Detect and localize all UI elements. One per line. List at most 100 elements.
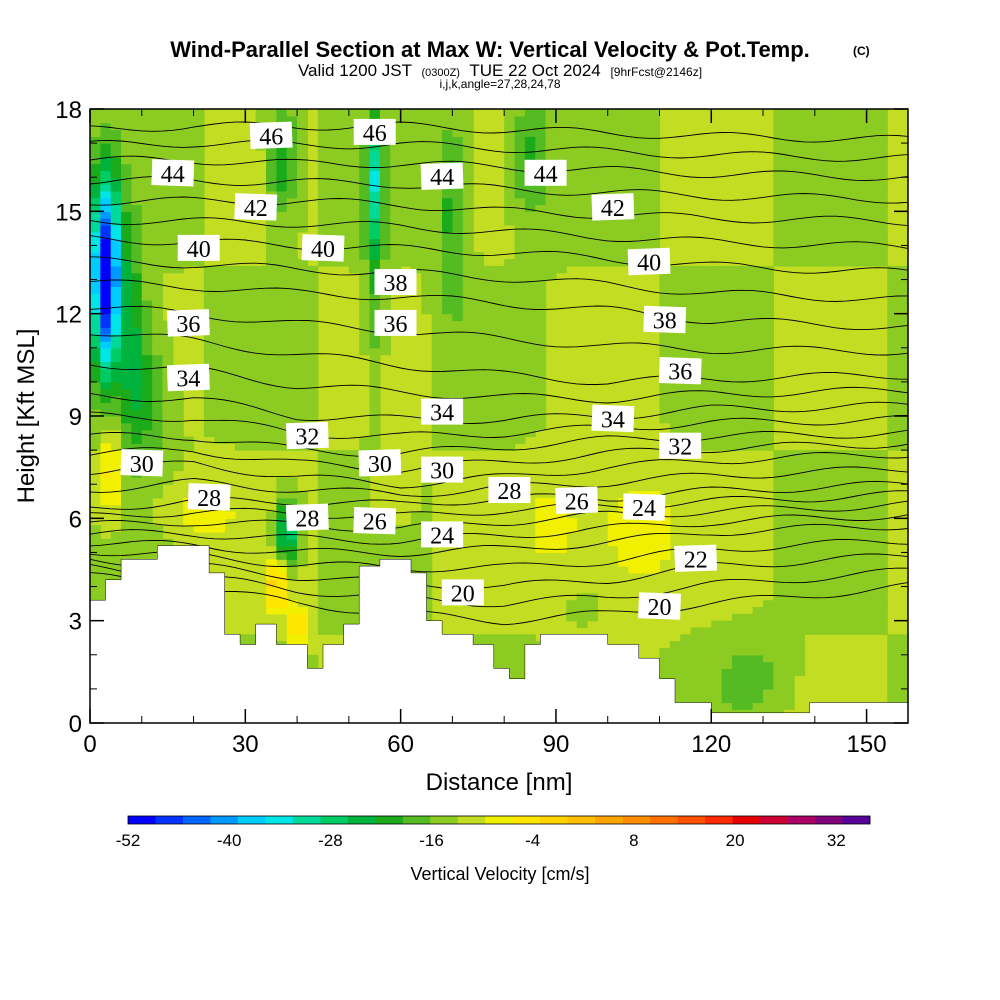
velocity-cell [897,647,908,656]
velocity-cell [297,170,309,178]
velocity-cell [576,177,588,185]
velocity-cell [152,218,164,226]
velocity-cell [794,122,806,131]
velocity-cell [545,129,557,137]
velocity-cell [421,300,433,308]
velocity-cell [493,395,505,403]
velocity-cell [431,197,443,206]
velocity-cell [773,675,785,683]
velocity-cell [121,429,133,438]
velocity-cell [214,300,226,308]
velocity-cell [172,218,184,226]
velocity-cell [866,607,878,615]
velocity-cell [245,313,257,322]
velocity-cell [214,409,226,417]
velocity-cell [172,409,184,417]
velocity-cell [576,238,588,247]
velocity-cell [100,224,112,233]
velocity-cell [193,115,205,124]
velocity-cell [814,211,826,219]
velocity-cell [866,143,878,151]
velocity-cell [711,443,723,451]
velocity-cell [866,224,878,233]
velocity-cell [338,559,350,567]
velocity-cell [897,641,908,649]
velocity-cell [473,279,485,287]
velocity-cell [566,115,578,124]
x-tick-label: 90 [543,731,570,758]
velocity-cell [90,579,101,588]
velocity-cell [587,593,598,601]
velocity-cell [421,211,433,219]
velocity-cell [286,484,298,492]
contour-label: 36 [166,309,210,338]
velocity-cell [421,231,433,240]
velocity-cell [328,484,340,492]
velocity-cell [752,613,764,622]
velocity-cell [307,409,319,417]
velocity-cell [172,224,184,233]
velocity-cell [152,272,164,281]
velocity-cell [421,600,433,608]
velocity-cell [172,109,184,117]
velocity-cell [835,511,847,519]
velocity-cell [876,607,888,615]
velocity-cell [400,115,412,124]
velocity-cell [462,320,474,328]
velocity-cell [618,136,630,144]
velocity-cell [348,470,360,478]
velocity-cell [90,409,101,417]
velocity-cell [224,293,236,301]
velocity-cell [131,552,143,560]
velocity-cell [276,149,288,158]
velocity-cell [742,334,754,342]
velocity-cell [835,109,847,117]
velocity-cell [297,409,309,417]
colorbar-tick-label: 8 [629,831,638,850]
velocity-cell [773,572,785,581]
velocity-cell [410,177,422,185]
velocity-cell [835,218,847,226]
velocity-cell [856,572,868,581]
velocity-cell [110,477,122,485]
velocity-cell [297,538,309,547]
velocity-cell [338,613,350,622]
velocity-cell [276,531,288,540]
velocity-cell [317,627,329,635]
velocity-cell [110,238,122,247]
velocity-cell [141,531,153,540]
velocity-cell [390,218,402,226]
velocity-cell [317,586,329,594]
velocity-cell [887,436,899,444]
velocity-cell [100,340,112,349]
velocity-cell [649,231,661,240]
velocity-cell [535,190,547,199]
velocity-cell [628,129,640,137]
velocity-cell [524,381,536,390]
velocity-cell [618,545,630,554]
velocity-cell [628,552,640,560]
velocity-cell [100,443,112,451]
velocity-cell [504,149,516,158]
velocity-cell [731,675,743,683]
velocity-cell [514,375,526,383]
velocity-cell [317,531,329,540]
velocity-cell [172,197,184,206]
velocity-cell [514,231,526,240]
velocity-cell [90,272,101,281]
velocity-cell [297,224,309,233]
velocity-cell [711,409,723,417]
velocity-cell [369,409,381,417]
velocity-cell [555,238,567,247]
velocity-cell [504,272,516,281]
velocity-cell [452,190,464,199]
velocity-cell [400,245,412,253]
velocity-cell [814,491,826,499]
velocity-cell [162,402,174,410]
velocity-cell [514,668,526,676]
velocity-cell [669,340,681,349]
velocity-cell [876,620,888,629]
velocity-cell [121,115,133,124]
velocity-cell [131,129,143,137]
velocity-cell [338,224,350,233]
